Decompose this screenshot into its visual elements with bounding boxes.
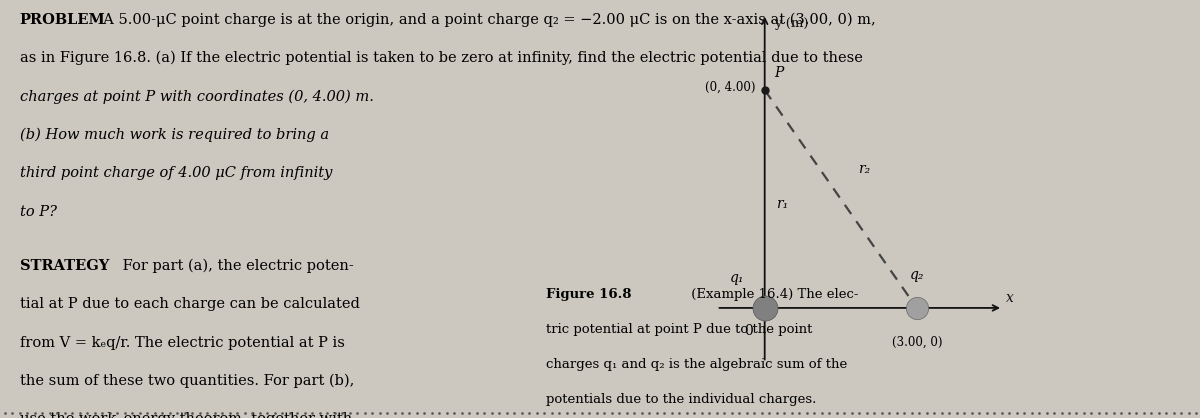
Text: Figure 16.8: Figure 16.8 [546,288,631,301]
Text: y (m): y (m) [774,17,809,30]
Text: r₁: r₁ [776,197,788,212]
Text: (3.00, 0): (3.00, 0) [892,336,942,349]
Text: (b) How much work is required to bring a: (b) How much work is required to bring a [19,128,329,142]
Text: (0, 4.00): (0, 4.00) [706,81,756,94]
Text: charges at point P with coordinates (0, 4.00) m.: charges at point P with coordinates (0, … [19,89,373,104]
Text: P: P [774,66,784,80]
Text: use the work–energy theorem, together with: use the work–energy theorem, together wi… [19,413,352,418]
Text: to P?: to P? [19,205,56,219]
Text: q₁: q₁ [730,271,744,285]
Text: (Example 16.4) The elec-: (Example 16.4) The elec- [688,288,859,301]
Text: third point charge of 4.00 μC from infinity: third point charge of 4.00 μC from infin… [19,166,332,180]
Text: the sum of these two quantities. For part (b),: the sum of these two quantities. For par… [19,374,354,388]
Text: tric potential at point P due to the point: tric potential at point P due to the poi… [546,323,812,336]
Text: from V = kₑq/r. The electric potential at P is: from V = kₑq/r. The electric potential a… [19,336,344,349]
Text: A 5.00-μC point charge is at the origin, and a point charge q₂ = −2.00 μC is on : A 5.00-μC point charge is at the origin,… [94,13,876,27]
Text: tial at P due to each charge can be calculated: tial at P due to each charge can be calc… [19,297,360,311]
Text: PROBLEM: PROBLEM [19,13,106,26]
Text: 0: 0 [744,324,752,338]
Text: STRATEGY: STRATEGY [19,259,109,273]
Text: q₂: q₂ [910,268,924,282]
Text: For part (a), the electric poten-: For part (a), the electric poten- [118,259,354,273]
Text: charges q₁ and q₂ is the algebraic sum of the: charges q₁ and q₂ is the algebraic sum o… [546,358,847,371]
Text: x: x [1006,291,1013,305]
Text: as in Figure 16.8. (a) If the electric potential is taken to be zero at infinity: as in Figure 16.8. (a) If the electric p… [19,51,863,65]
Text: r₂: r₂ [858,162,871,176]
Text: potentials due to the individual charges.: potentials due to the individual charges… [546,393,816,405]
